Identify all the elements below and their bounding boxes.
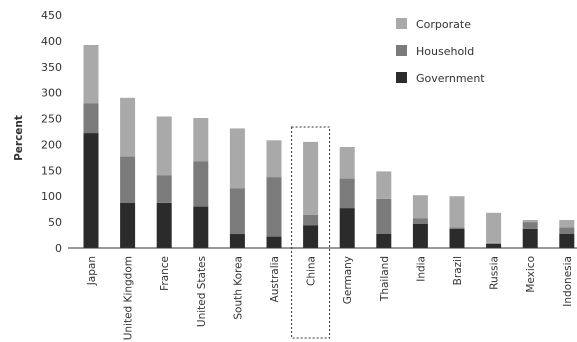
bar-segment-household xyxy=(559,227,575,234)
bar-segment-government xyxy=(559,234,575,248)
bar-segment-government xyxy=(376,234,392,248)
bar-segment-household xyxy=(339,178,355,209)
x-tick-label: France xyxy=(159,256,171,291)
bar-segment-household xyxy=(83,103,99,133)
bar-segment-corporate xyxy=(486,212,502,243)
x-tick-label: India xyxy=(415,256,427,282)
legend-swatch-household xyxy=(396,45,407,56)
bar-segment-corporate xyxy=(412,195,428,219)
bar-segment-corporate xyxy=(339,147,355,179)
x-tick-label: Thailand xyxy=(379,256,391,302)
bar-segment-government xyxy=(339,208,355,248)
bar-segment-household xyxy=(376,198,392,234)
bar-segment-government xyxy=(303,225,319,248)
x-tick-label: Russia xyxy=(489,256,501,290)
bar-segment-government xyxy=(83,133,99,248)
y-tick-label: 0 xyxy=(55,242,62,255)
bar-segment-household xyxy=(120,156,136,203)
bar-segment-corporate xyxy=(522,220,538,223)
bar-segment-household xyxy=(303,214,319,226)
bar-segment-corporate xyxy=(449,196,465,228)
x-tick-label: Mexico xyxy=(525,256,537,293)
x-tick-label: United Kingdom xyxy=(123,256,135,340)
bar-segment-corporate xyxy=(303,141,319,215)
bar-segment-corporate xyxy=(156,116,172,176)
x-tick-label: China xyxy=(306,256,318,286)
bar-segment-corporate xyxy=(83,45,99,104)
bar-segment-household xyxy=(156,175,172,203)
bar-segment-government xyxy=(486,243,502,248)
y-tick-label: 100 xyxy=(41,190,62,203)
x-tick-label: Indonesia xyxy=(562,256,574,307)
y-tick-label: 250 xyxy=(41,113,62,126)
bar-segment-government xyxy=(266,236,282,248)
y-axis: 0 50 100 150 200 250 300 350 400 450 xyxy=(41,9,62,255)
bar-segment-household xyxy=(412,218,428,224)
bar-segment-corporate xyxy=(229,128,245,189)
bar-segment-corporate xyxy=(120,97,136,157)
legend-swatch-corporate xyxy=(396,18,407,29)
y-tick-label: 300 xyxy=(41,87,62,100)
bar-segment-household xyxy=(193,161,209,207)
x-tick-label: Australia xyxy=(269,256,281,302)
bar-segment-household xyxy=(266,177,282,237)
y-tick-label: 200 xyxy=(41,138,62,151)
x-tick-label: Germany xyxy=(342,256,354,304)
legend-label-government: Government xyxy=(416,72,485,85)
bar-segment-household xyxy=(486,242,502,244)
bar-segment-government xyxy=(156,203,172,248)
x-tick-label: Brazil xyxy=(452,256,464,285)
legend-label-household: Household xyxy=(416,45,474,58)
y-tick-label: 350 xyxy=(41,61,62,74)
y-tick-label: 50 xyxy=(48,216,62,229)
bar-segment-corporate xyxy=(376,171,392,199)
bar-segment-government xyxy=(229,234,245,248)
x-tick-label: South Korea xyxy=(232,256,244,320)
bar-segment-household xyxy=(229,188,245,235)
bar-segment-corporate xyxy=(266,140,282,178)
x-tick-label: United States xyxy=(196,256,208,327)
bar-segment-government xyxy=(193,206,209,248)
bar-segment-corporate xyxy=(559,220,575,228)
legend: Corporate Household Government xyxy=(396,18,485,85)
highlight-box xyxy=(291,126,331,339)
bar-segment-government xyxy=(522,228,538,248)
bar-segment-government xyxy=(449,228,465,248)
y-tick-label: 400 xyxy=(41,35,62,48)
legend-swatch-government xyxy=(396,72,407,83)
y-tick-label: 150 xyxy=(41,164,62,177)
x-tick-label: Japan xyxy=(86,256,98,286)
bars xyxy=(68,45,577,339)
y-axis-label: Percent xyxy=(13,115,25,161)
bar-segment-government xyxy=(120,203,136,248)
legend-label-corporate: Corporate xyxy=(416,18,471,31)
bar-segment-corporate xyxy=(193,118,209,162)
bar-segment-household xyxy=(522,222,538,229)
bar-segment-household xyxy=(449,227,465,229)
x-axis: Japan United Kingdom France United States So… xyxy=(86,256,574,340)
y-tick-label: 450 xyxy=(41,9,62,22)
bar-segment-government xyxy=(412,223,428,248)
